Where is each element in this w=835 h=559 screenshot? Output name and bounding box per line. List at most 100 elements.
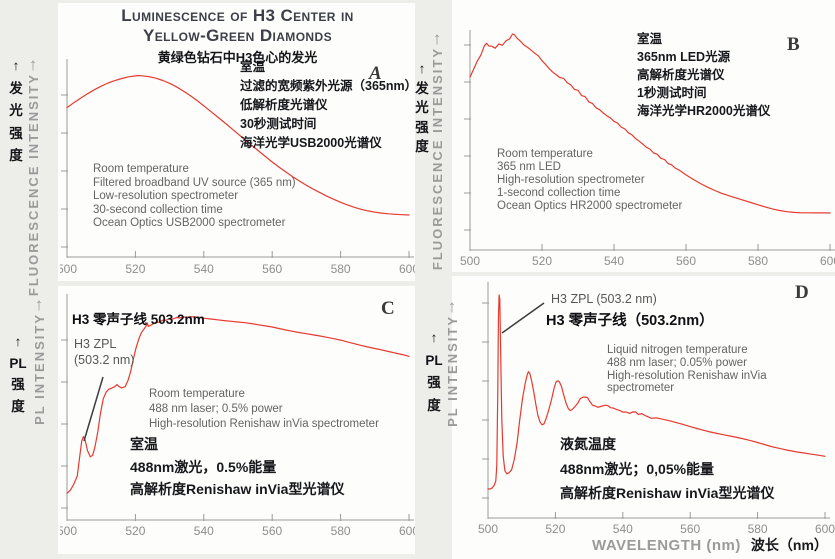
up-arrow-icon (448, 299, 457, 315)
text-line: 度 (11, 398, 25, 414)
conditions-en-panel-c: Room temperature 488 nm laser; 0.5% power… (149, 387, 379, 432)
conditions-en-panel-d: Liquid nitrogen temperature 488 nm laser;… (607, 344, 835, 395)
yaxis-label-text: FLUORESCENCE INTENSITY (25, 73, 41, 297)
conditions-cn-panel-a: 室温过滤的宽频紫外光源（365nm） 低解析度光谱仪 30秒测试时间海洋光学USB2… (240, 58, 417, 153)
xaxis-label-cn: 波长（nm） (750, 537, 828, 553)
x-tick-label: 560 (262, 524, 282, 538)
panel-letter-a: A (369, 63, 382, 84)
spectrum-curve-b (469, 33, 831, 214)
text-line: Liquid nitrogen temperature (607, 344, 748, 356)
text-line: 高解析度Renishaw inVia型光谱仪 (130, 481, 345, 497)
text-line: Ocean Optics HR2000 spectrometer (497, 200, 683, 212)
x-tick-label: 600 (815, 522, 835, 536)
zpl-annotation-en-panel-d: H3 ZPL (503.2 nm) (551, 292, 657, 306)
x-tick-label: 560 (262, 262, 282, 276)
yaxis-label-cn-panel-b: ↑ 发光强度 (411, 59, 433, 157)
xaxis-label-en: WAVELENGTH (nm) (592, 537, 741, 554)
figure-title: Luminescence of H3 Center in Yellow-Gree… (60, 6, 415, 66)
spectrum-curve-d (487, 294, 826, 490)
zpl-annotation-en-panel-c: H3 ZPL (503.2 nm) (74, 336, 134, 368)
title-line-1: Luminescence of H3 Center in (121, 6, 354, 25)
xaxis-label: WAVELENGTH (nm) 波长（nm） (592, 535, 828, 555)
x-tick-label: 540 (194, 524, 214, 538)
zpl-annotation-cn-panel-d: H3 零声子线（503.2nm） (546, 313, 714, 329)
text-line: High-resolution Renishaw inVia spectrome… (149, 418, 379, 430)
text-line: 室温 (240, 60, 266, 74)
text-line: 度 (427, 397, 441, 413)
x-tick-label: 560 (676, 254, 696, 268)
panel-b-background (452, 0, 835, 272)
yaxis-label-cn-panel-a: ↑ 发光强度 (5, 55, 27, 168)
text-line: PL (9, 355, 27, 371)
text-line: (503.2 nm) (74, 353, 135, 367)
yaxis-label-text: PL INTENSITY (31, 313, 47, 425)
text-line: 365nm LED光源 (637, 50, 731, 64)
yaxis-label-en-panel-b: FLUORESCENCE INTENSITY (428, 31, 446, 270)
text-line: 488nm激光，0.5%能量 (130, 458, 277, 475)
text-line: PL (425, 352, 443, 368)
text-line: 发 (9, 80, 23, 96)
x-tick-label: 600 (399, 524, 415, 538)
x-tick-label: 520 (125, 262, 145, 276)
panel-a-plot: 500 520 540 560 580 600 (60, 59, 415, 276)
yaxis-label-en-panel-a: FLUORESCENCE INTENSITY (24, 57, 42, 296)
text-line: 低解析度光谱仪 (240, 98, 328, 112)
panel-b-plot: 500 520 540 560 580 600 (460, 30, 835, 268)
zpl-pointer-line (501, 302, 545, 334)
zpl-annotation-cn-panel-c: H3 零声子线 503.2nm (72, 312, 205, 327)
text-line: ↑ (430, 330, 438, 345)
x-tick-label: 580 (748, 254, 768, 268)
yaxis-label-en-panel-d: PL INTENSITY (443, 299, 461, 427)
text-line: 488 nm laser; 0.05% power (607, 356, 747, 369)
text-line: 发 (415, 80, 429, 96)
text-line: 高解析度光谱仪 (637, 68, 725, 82)
text-line: 光 (9, 103, 23, 118)
conditions-cn-panel-d: 液氮温度 488nm激光；0,05%能量 高解析度Renishaw inVia型光谱… (560, 432, 774, 506)
text-line: 室温 (637, 32, 663, 46)
text-line: ↑ (12, 58, 20, 73)
text-line: 高解析度Renishaw inVia型光谱仪 (560, 485, 775, 501)
panel-a-background (58, 3, 415, 281)
text-line: Filtered broadband UV source (365 nm) (93, 176, 296, 189)
text-line: Low-resolution spectrometer (93, 190, 239, 202)
panel-d-plot: 500 520 540 560 580 600 (478, 282, 835, 536)
text-line: Ocean Optics USB2000 spectrometer (93, 217, 286, 229)
text-line: H3 ZPL (74, 337, 117, 351)
panel-letter-b: B (787, 34, 800, 55)
text-line: 强 (9, 125, 23, 141)
x-tick-label: 520 (545, 522, 565, 536)
conditions-cn-panel-c: 室温 488nm激光，0.5%能量高解析度Renishaw inVia型光谱仪 (130, 433, 344, 501)
text-line: 室温 (130, 436, 158, 452)
text-line: 1秒测试时间 (637, 86, 707, 100)
text-line: 强 (427, 375, 441, 390)
text-line: 过滤的宽频紫外光源（365nm） (240, 79, 418, 93)
x-tick-label: 500 (460, 254, 480, 268)
up-arrow-icon (433, 31, 442, 47)
text-line: 光 (415, 100, 429, 115)
text-line: ↑ (14, 334, 22, 349)
title-subtitle-cn: 黄绿色钻石中H3色心的发光 (157, 50, 318, 65)
x-tick-label: 600 (820, 254, 835, 268)
text-line: 海洋光学USB2000光谱仪 (240, 136, 382, 150)
text-line: 强 (11, 377, 25, 392)
x-tick-label: 540 (194, 262, 214, 276)
conditions-en-panel-a: Room temperature Filtered broadband UV so… (93, 163, 296, 231)
text-line: ↑ (418, 61, 426, 76)
text-line: 度 (9, 148, 23, 163)
conditions-en-panel-b: Room temperature 365 nm LED High-resolutio… (497, 148, 682, 213)
panel-c-plot: 500 520 540 560 580 600 (60, 294, 415, 538)
x-tick-label: 500 (478, 522, 498, 536)
text-line: Room temperature (497, 148, 593, 160)
zpl-pointer-line (83, 376, 104, 442)
text-line: 液氮温度 (560, 436, 616, 452)
yaxis-label-cn-panel-d: ↑ PL 强度 (423, 327, 445, 417)
x-tick-label: 600 (399, 262, 415, 276)
text-line: 365 nm LED (497, 161, 561, 173)
text-line: 488 nm laser; 0.5% power (149, 403, 283, 415)
x-tick-label: 540 (613, 522, 633, 536)
spectrum-curve-c (66, 316, 410, 494)
up-arrow-icon (29, 57, 38, 73)
text-line: High-resolution Renishaw inVia spectrome… (607, 369, 767, 395)
text-line: 30秒测试时间 (240, 117, 317, 131)
